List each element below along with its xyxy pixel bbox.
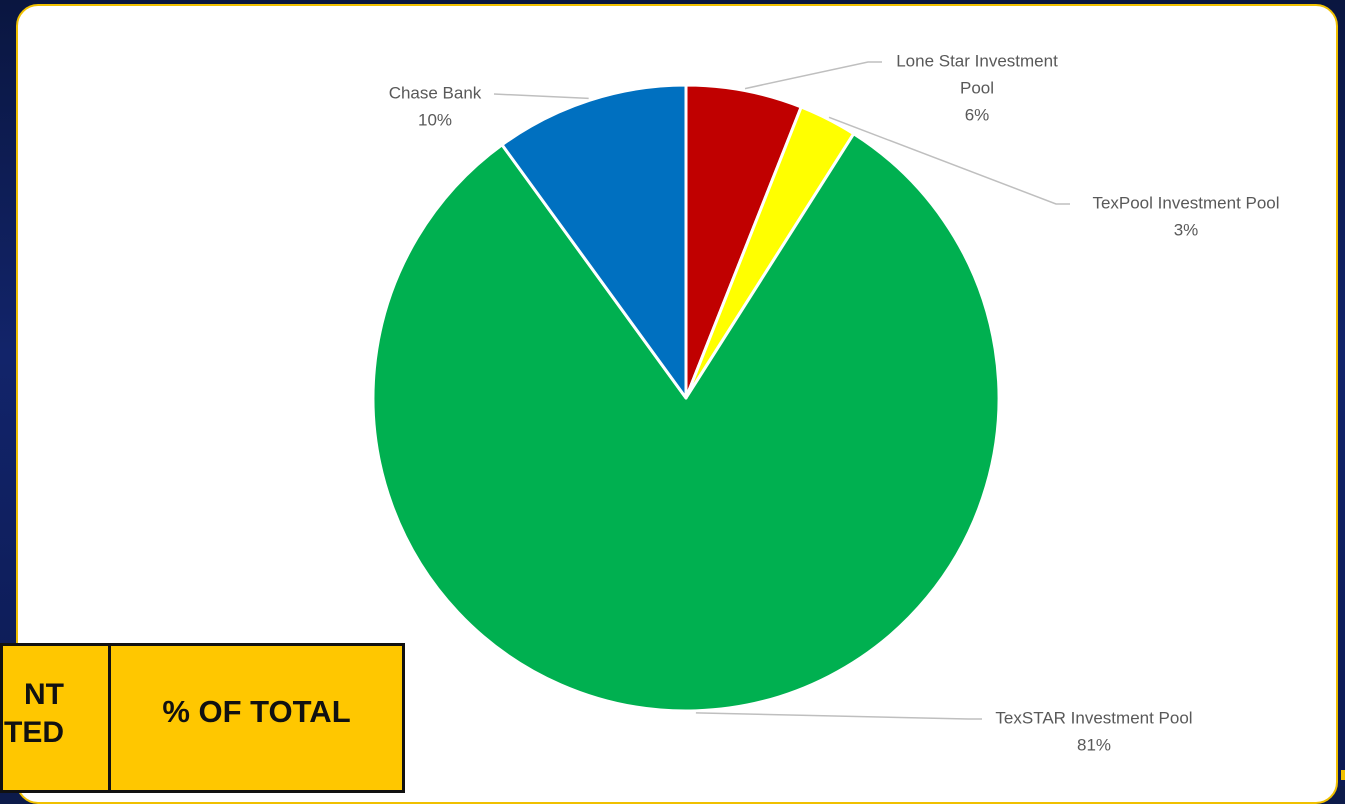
data-label-name-chase-bank: Chase Bank <box>389 83 482 102</box>
data-label-percent-texpool-investment-pool: 3% <box>1174 220 1199 239</box>
leader-line-chase-bank <box>493 93 589 100</box>
leader-line-texstar-investment-pool <box>695 712 982 720</box>
percent-of-total-header-cell: % OF TOTAL <box>111 646 402 790</box>
amount-invested-header-text: NT TED <box>4 678 64 749</box>
data-label-name-lone-star-investment-pool: Lone Star Investment <box>896 51 1058 70</box>
pie-slice-chase-bank <box>500 83 688 400</box>
pie-slice-lone-star-investment-pool <box>684 83 803 400</box>
data-label-name-lone-star-investment-pool: Pool <box>960 78 994 97</box>
leader-line-texpool-investment-pool <box>828 116 1070 205</box>
allocation-table-header: NT TED % OF TOTAL <box>0 643 405 793</box>
leader-line-lone-star-investment-pool <box>744 61 882 90</box>
pie-slice-texstar-investment-pool <box>371 132 1001 713</box>
data-label-name-texstar-investment-pool: TexSTAR Investment Pool <box>995 708 1192 727</box>
card-corner-accent <box>1341 770 1345 780</box>
data-label-percent-texstar-investment-pool: 81% <box>1077 735 1111 754</box>
data-label-percent-lone-star-investment-pool: 6% <box>965 105 990 124</box>
data-label-percent-chase-bank: 10% <box>418 110 452 129</box>
pie-chart: Lone Star Investment Pool 6% TexPool Invest… <box>371 51 1280 754</box>
data-label-name-texpool-investment-pool: TexPool Investment Pool <box>1092 193 1279 212</box>
amount-invested-header-cell: NT TED <box>3 646 111 790</box>
percent-of-total-header-text: % OF TOTAL <box>162 694 351 729</box>
